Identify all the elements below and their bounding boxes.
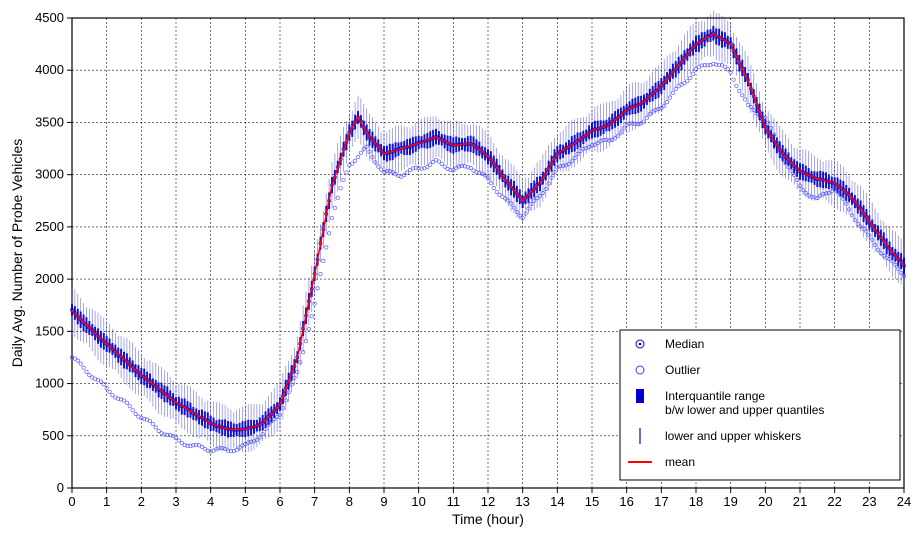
y-tick-label: 0 xyxy=(57,480,64,495)
y-tick-label: 1000 xyxy=(35,376,64,391)
x-tick-label: 7 xyxy=(311,494,318,509)
y-axis-label: Daily Avg. Number of Probe Vehicles xyxy=(9,139,25,368)
legend-label: b/w lower and upper quantiles xyxy=(665,403,824,417)
x-tick-label: 20 xyxy=(758,494,772,509)
y-tick-label: 2000 xyxy=(35,271,64,286)
line-box-chart: 0123456789101112131415161718192021222324… xyxy=(0,0,923,536)
y-tick-label: 500 xyxy=(42,428,64,443)
legend-label: lower and upper whiskers xyxy=(665,429,801,443)
x-tick-label: 21 xyxy=(793,494,807,509)
x-tick-label: 18 xyxy=(689,494,703,509)
x-axis-label: Time (hour) xyxy=(452,511,524,527)
x-tick-label: 6 xyxy=(276,494,283,509)
x-tick-label: 16 xyxy=(619,494,633,509)
x-tick-label: 10 xyxy=(411,494,425,509)
x-tick-label: 2 xyxy=(138,494,145,509)
y-tick-label: 4500 xyxy=(35,10,64,25)
x-tick-label: 23 xyxy=(862,494,876,509)
legend: Median Outlier Interquantile rangeb/w lowe… xyxy=(620,330,900,480)
legend-label: Median xyxy=(665,337,704,351)
x-tick-label: 13 xyxy=(515,494,529,509)
x-tick-label: 3 xyxy=(172,494,179,509)
x-tick-label: 19 xyxy=(723,494,737,509)
x-tick-label: 1 xyxy=(103,494,110,509)
x-tick-label: 8 xyxy=(346,494,353,509)
chart-svg: 0123456789101112131415161718192021222324… xyxy=(0,0,923,536)
y-tick-label: 2500 xyxy=(35,219,64,234)
x-tick-label: 5 xyxy=(242,494,249,509)
y-tick-label: 4000 xyxy=(35,62,64,77)
x-tick-label: 15 xyxy=(585,494,599,509)
x-tick-label: 0 xyxy=(68,494,75,509)
x-tick-label: 12 xyxy=(481,494,495,509)
x-tick-label: 14 xyxy=(550,494,564,509)
x-tick-label: 24 xyxy=(897,494,911,509)
y-tick-label: 1500 xyxy=(35,323,64,338)
x-tick-label: 9 xyxy=(380,494,387,509)
legend-label: Outlier xyxy=(665,363,700,377)
y-tick-label: 3500 xyxy=(35,114,64,129)
x-tick-label: 17 xyxy=(654,494,668,509)
y-tick-label: 3000 xyxy=(35,167,64,182)
legend-label: Interquantile range xyxy=(665,389,765,403)
x-tick-label: 11 xyxy=(447,494,461,509)
legend-label: mean xyxy=(665,455,695,469)
x-tick-label: 4 xyxy=(207,494,214,509)
x-tick-label: 22 xyxy=(827,494,841,509)
